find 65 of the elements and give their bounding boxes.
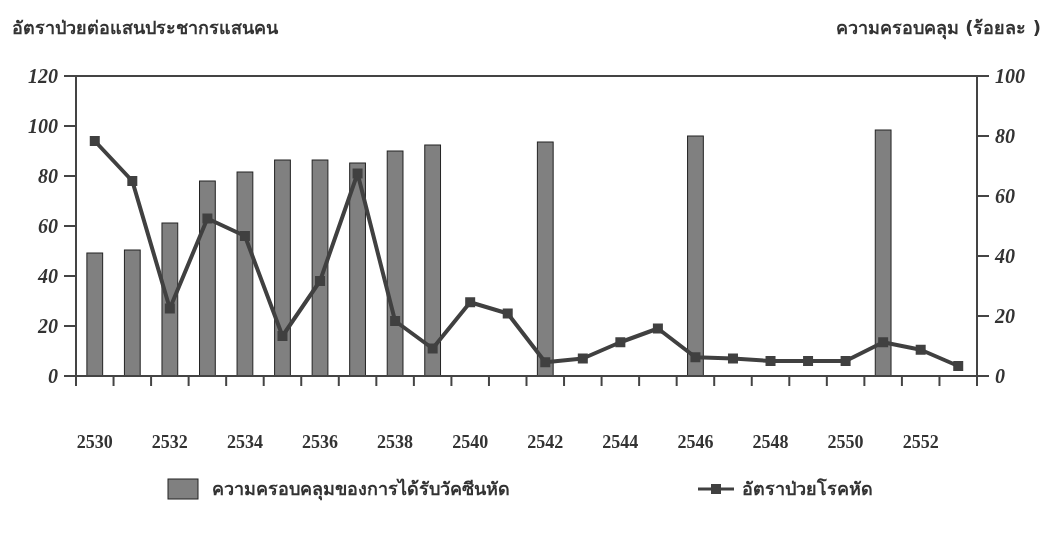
x-tick-label: 2540 xyxy=(452,432,489,452)
point xyxy=(352,168,363,179)
point xyxy=(577,353,588,364)
point xyxy=(652,323,663,334)
x-tick-label: 2552 xyxy=(902,432,939,452)
bar xyxy=(199,180,216,377)
y-tick-label: 100 xyxy=(28,115,58,137)
x-tick-label: 2534 xyxy=(226,432,263,452)
x-tick-label: 2542 xyxy=(527,432,564,452)
y2-tick-label: 100 xyxy=(995,65,1025,87)
bar xyxy=(123,249,141,377)
point xyxy=(953,361,964,371)
y-tick-label: 40 xyxy=(37,265,58,287)
point xyxy=(239,231,250,241)
point xyxy=(465,297,476,308)
legend-label: ความครอบคลุมของการได้รับวัคซีนหัด xyxy=(212,478,510,502)
point xyxy=(89,136,100,146)
y-tick-label: 0 xyxy=(48,365,58,387)
y-axis-title: อัตราป่วยต่อแสนประชากรแสนคน xyxy=(12,17,279,38)
y2-tick-label: 0 xyxy=(995,365,1005,387)
y-tick-label: 60 xyxy=(38,215,58,237)
y-tick-label: 80 xyxy=(38,165,58,187)
y2-axis-title: ความครอบคลุม (ร้อยละ ) xyxy=(836,17,1041,40)
point xyxy=(878,337,889,348)
bar xyxy=(86,252,104,377)
bar xyxy=(349,162,366,377)
x-tick-label: 2546 xyxy=(677,432,714,452)
point xyxy=(502,308,513,319)
point xyxy=(803,356,814,366)
x-tick-label: 2536 xyxy=(302,432,339,452)
bar xyxy=(536,141,554,377)
point xyxy=(390,316,401,326)
x-tick-label: 2530 xyxy=(76,432,113,452)
y2-tick-label: 60 xyxy=(995,185,1015,207)
bar xyxy=(424,144,442,377)
bar xyxy=(874,129,892,377)
x-tick-label: 2532 xyxy=(151,432,188,452)
bar xyxy=(236,171,254,377)
x-tick-label: 2550 xyxy=(827,432,864,452)
bar xyxy=(311,159,329,377)
point xyxy=(427,343,438,354)
y2-tick-label: 40 xyxy=(994,245,1015,267)
bar xyxy=(687,135,704,377)
point xyxy=(277,331,288,341)
y-tick-label: 120 xyxy=(28,65,58,87)
y2-tick-label: 80 xyxy=(995,125,1015,147)
point xyxy=(840,356,851,366)
x-tick-label: 2544 xyxy=(602,432,639,452)
bar xyxy=(386,150,404,377)
bar xyxy=(274,159,291,377)
x-tick-label: 2548 xyxy=(752,432,789,452)
y-tick-label: 20 xyxy=(37,315,58,337)
point xyxy=(727,353,738,364)
point xyxy=(540,357,551,368)
point xyxy=(690,352,701,363)
point xyxy=(765,356,776,366)
point xyxy=(202,213,213,224)
y2-tick-label: 20 xyxy=(994,305,1015,327)
legend-label: อัตราป่วยโรคหัด xyxy=(742,478,873,500)
point xyxy=(615,337,626,348)
point xyxy=(915,344,926,355)
x-tick-label: 2538 xyxy=(377,432,414,452)
point xyxy=(164,303,175,314)
point xyxy=(315,276,326,286)
point xyxy=(127,176,138,186)
